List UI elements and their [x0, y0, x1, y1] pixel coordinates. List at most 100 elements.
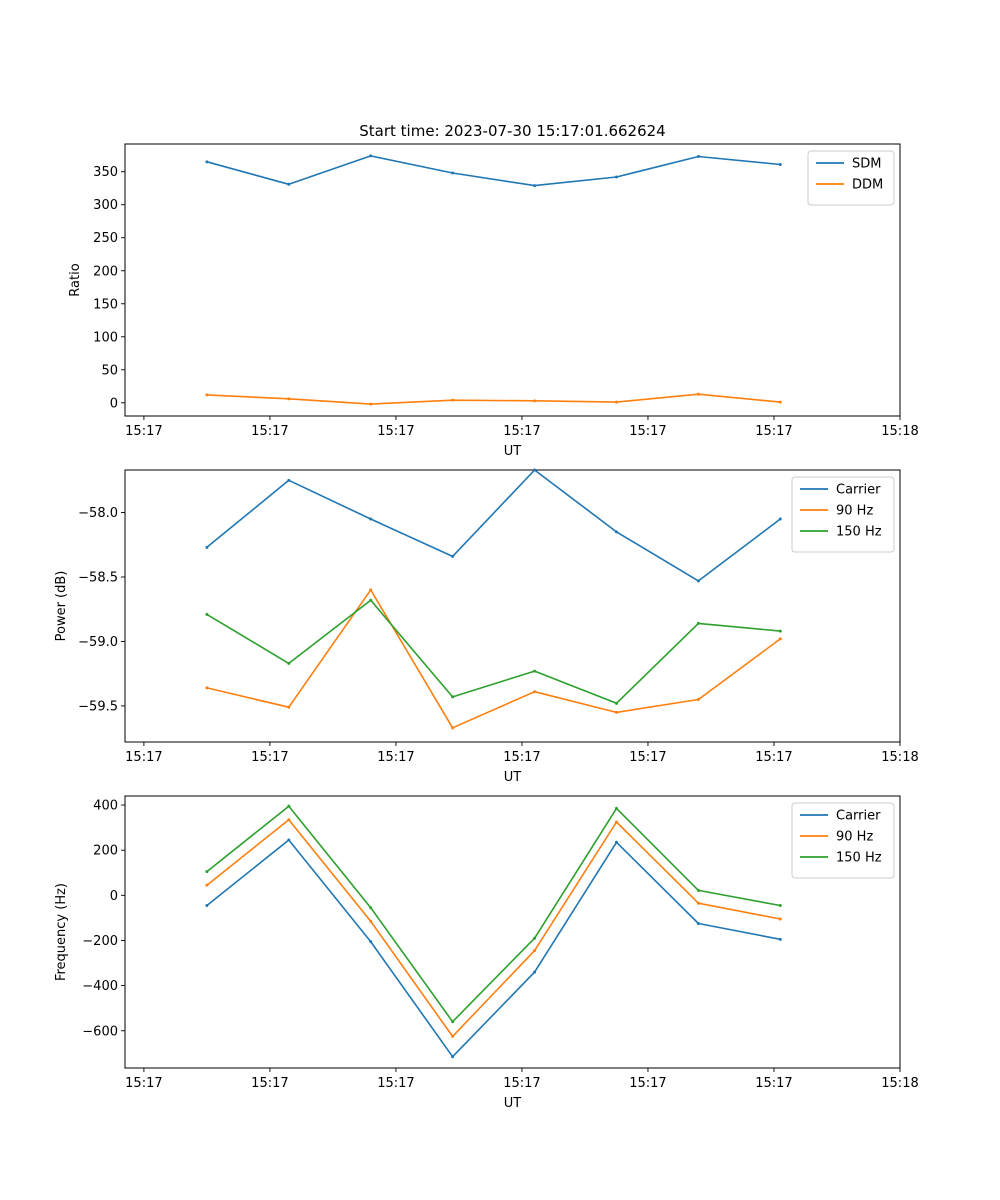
chart-3-series-line-2 [206, 805, 781, 1023]
figure-title: Start time: 2023-07-30 15:17:01.662624 [359, 122, 665, 140]
chart-3-series-2-point-3 [451, 1020, 455, 1024]
chart-2-series-1-point-7 [778, 637, 782, 641]
chart-3-series-line-1 [206, 818, 781, 1038]
chart-2-y-tick-label-1: −58.5 [78, 570, 118, 585]
chart-3-series-line-0 [206, 839, 781, 1058]
chart-1-y-tick-label-4: 200 [93, 264, 118, 279]
chart-2-x-axis-label: UT [504, 770, 522, 785]
chart-1-series-1-point-1 [287, 397, 291, 401]
chart-2-series-1-point-4 [533, 690, 537, 694]
chart-3-series-1-point-4 [533, 949, 537, 953]
chart-1-legend-box [807, 150, 895, 206]
chart-2-series-2-point-0 [205, 612, 209, 616]
chart-panel-3: 15:17 15:17 15:17 15:17 15:17 15:17 15:18 400 20… [54, 795, 919, 1111]
chart-1-series-line-0 [206, 155, 781, 187]
chart-2-series-1-point-5 [614, 710, 618, 714]
chart-3-series-2-point-4 [533, 936, 537, 940]
chart-2-x-tick-label-3: 15:17 [503, 750, 540, 765]
chart-3-x-tick-label-6: 15:18 [881, 1076, 918, 1091]
chart-2-series-2-point-2 [369, 598, 373, 602]
chart-2-series-1-point-1 [287, 705, 291, 709]
chart-3-series-0-point-2 [369, 940, 373, 944]
chart-2-series-2-point-3 [451, 695, 455, 699]
chart-3-series-2-point-0 [205, 870, 209, 874]
chart-1-axes-frame [124, 143, 901, 417]
chart-3-legend-label-1: 90 Hz [836, 830, 873, 845]
chart-2-series-line-0 [206, 469, 781, 582]
chart-1-x-tick-label-0: 15:17 [125, 424, 162, 439]
chart-3-legend-label-2: 150 Hz [836, 851, 882, 866]
chart-2-series-2-point-6 [696, 621, 700, 625]
chart-3-y-tick-label-3: −200 [82, 934, 118, 949]
chart-2-series-1-point-6 [696, 697, 700, 701]
chart-panel-1: 15:17 15:17 15:17 15:17 15:17 15:17 15:18 0 50 10… [68, 143, 919, 459]
chart-3-legend-label-0: Carrier [836, 809, 881, 824]
chart-1-series-0-point-3 [451, 171, 455, 175]
chart-3-legend-box [791, 802, 895, 879]
chart-2-series-0-point-2 [369, 517, 373, 521]
chart-1-series-0-point-6 [696, 155, 700, 159]
chart-2-series-0-point-3 [451, 554, 455, 558]
chart-2-series-0-point-7 [778, 517, 782, 521]
chart-1-y-tick-label-0: 0 [110, 396, 118, 411]
chart-1-x-tick-label-2: 15:17 [377, 424, 414, 439]
chart-1-series-1-point-5 [614, 400, 618, 404]
chart-3-series-2-point-1 [287, 804, 291, 808]
chart-3-series-2-point-7 [778, 903, 782, 907]
chart-1-series-0-point-2 [369, 154, 373, 158]
chart-1-series-1-point-0 [205, 393, 209, 397]
chart-2-x-tick-label-4: 15:17 [629, 750, 666, 765]
chart-1-y-tick-label-7: 350 [93, 165, 118, 180]
chart-2-x-tick-label-2: 15:17 [377, 750, 414, 765]
chart-3-x-axis-label: UT [504, 1096, 522, 1111]
chart-1-series-1-point-2 [369, 402, 373, 406]
chart-2-series-0-point-4 [533, 468, 537, 472]
chart-3-y-tick-label-0: 400 [93, 799, 118, 814]
chart-3-series-1-point-2 [369, 919, 373, 923]
chart-1-y-tick-label-5: 250 [93, 231, 118, 246]
chart-3-x-tick-label-1: 15:17 [251, 1076, 288, 1091]
chart-3-series-0-point-7 [778, 937, 782, 941]
chart-2-legend-label-0: Carrier [836, 483, 881, 498]
chart-2-legend-label-1: 90 Hz [836, 504, 873, 519]
chart-1-series-1-point-7 [778, 400, 782, 404]
chart-1-x-axis-label: UT [504, 444, 522, 459]
chart-2-series-line-2 [206, 599, 781, 705]
chart-2-series-0-point-1 [287, 478, 291, 482]
chart-2-x-tick-label-6: 15:18 [881, 750, 918, 765]
chart-2-series-1-point-3 [451, 726, 455, 730]
chart-1-y-tick-label-2: 100 [93, 330, 118, 345]
chart-panels: 15:17 15:17 15:17 15:17 15:17 15:17 15:18 0 50 10… [54, 143, 919, 1111]
chart-1-x-tick-label-1: 15:17 [251, 424, 288, 439]
chart-2-axes-frame [124, 469, 901, 743]
chart-3-series-1-point-6 [696, 901, 700, 905]
chart-1-x-tick-label-6: 15:18 [881, 424, 918, 439]
chart-2-y-tick-label-2: −59.0 [78, 635, 118, 650]
chart-2-series-1-point-0 [205, 686, 209, 690]
chart-3-x-tick-label-5: 15:17 [755, 1076, 792, 1091]
chart-1-x-tick-label-3: 15:17 [503, 424, 540, 439]
chart-3-series-0-point-5 [614, 840, 618, 844]
chart-1-series-1-point-6 [696, 392, 700, 396]
chart-1-series-0-point-0 [205, 160, 209, 164]
chart-2-series-0-point-0 [205, 545, 209, 549]
chart-1-series-line-1 [206, 393, 781, 405]
chart-3-series-1-point-7 [778, 917, 782, 921]
chart-3-series-2-point-2 [369, 906, 373, 910]
chart-3-series-1-point-0 [205, 883, 209, 887]
chart-2-y-tick-label-3: −59.5 [78, 699, 118, 714]
chart-1-series-1-point-4 [533, 399, 537, 403]
chart-3-series-0-point-1 [287, 838, 291, 842]
chart-1-x-tick-label-5: 15:17 [755, 424, 792, 439]
chart-1-series-0-point-5 [614, 175, 618, 179]
chart-3-y-tick-label-5: −600 [82, 1024, 118, 1039]
chart-2-series-1-point-2 [369, 588, 373, 592]
chart-1-y-axis-label: Ratio [68, 263, 83, 296]
chart-2-series-0-point-6 [696, 579, 700, 583]
chart-1-x-tick-label-4: 15:17 [629, 424, 666, 439]
chart-2-series-0-point-5 [614, 530, 618, 534]
chart-2-x-tick-label-5: 15:17 [755, 750, 792, 765]
chart-3-series-0-point-0 [205, 903, 209, 907]
chart-3-x-tick-label-3: 15:17 [503, 1076, 540, 1091]
